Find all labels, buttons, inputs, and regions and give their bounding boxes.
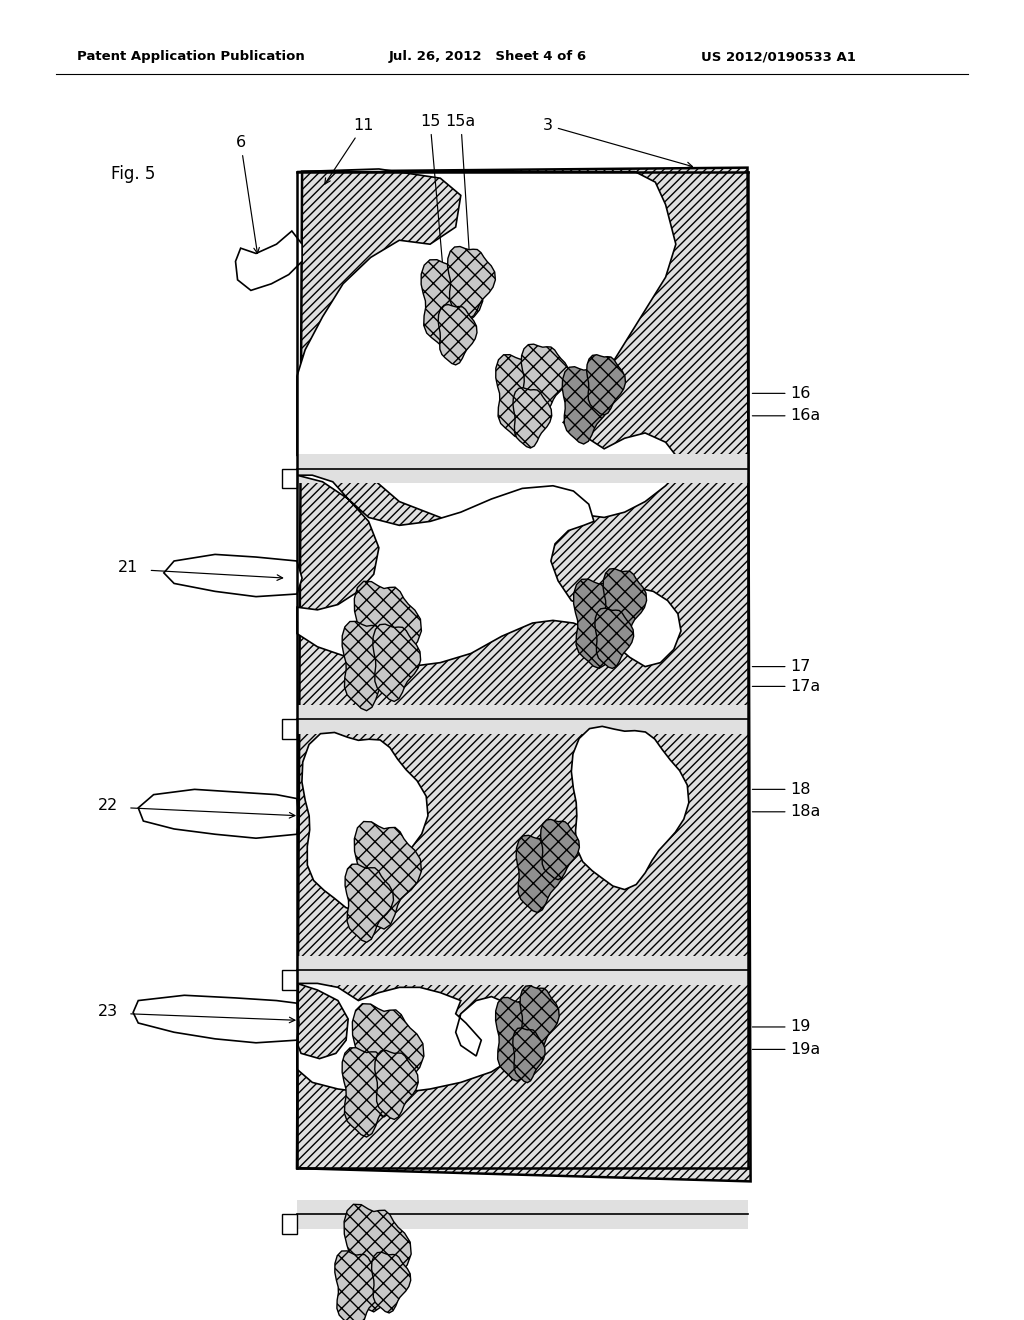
Polygon shape xyxy=(421,260,482,348)
Polygon shape xyxy=(297,168,751,1181)
Polygon shape xyxy=(513,1028,545,1082)
Text: 23: 23 xyxy=(97,1003,118,1019)
Polygon shape xyxy=(375,1051,418,1119)
Polygon shape xyxy=(595,609,634,668)
Polygon shape xyxy=(297,983,522,1093)
Polygon shape xyxy=(587,355,626,414)
Polygon shape xyxy=(354,821,422,929)
Text: US 2012/0190533 A1: US 2012/0190533 A1 xyxy=(701,50,856,63)
Text: 3: 3 xyxy=(543,117,692,168)
Polygon shape xyxy=(516,836,564,912)
Polygon shape xyxy=(297,705,748,734)
Polygon shape xyxy=(282,469,297,488)
Polygon shape xyxy=(352,1003,424,1117)
Polygon shape xyxy=(438,305,477,364)
Polygon shape xyxy=(496,355,551,438)
Polygon shape xyxy=(342,1048,397,1137)
Text: 18a: 18a xyxy=(753,804,821,820)
Text: 6: 6 xyxy=(236,135,259,253)
Polygon shape xyxy=(520,986,559,1052)
Text: 16: 16 xyxy=(753,385,811,401)
Polygon shape xyxy=(133,995,299,1043)
Polygon shape xyxy=(302,733,428,912)
Polygon shape xyxy=(562,367,610,444)
Polygon shape xyxy=(603,569,646,638)
Polygon shape xyxy=(282,970,297,990)
Text: 19a: 19a xyxy=(753,1041,821,1057)
Polygon shape xyxy=(297,1200,748,1229)
Polygon shape xyxy=(342,622,397,710)
Text: 21: 21 xyxy=(118,560,138,576)
Polygon shape xyxy=(164,554,302,597)
Polygon shape xyxy=(297,475,681,667)
Text: 17: 17 xyxy=(753,659,811,675)
Polygon shape xyxy=(297,956,748,985)
Polygon shape xyxy=(282,1214,297,1234)
Polygon shape xyxy=(496,998,544,1081)
Polygon shape xyxy=(541,820,580,879)
Polygon shape xyxy=(354,581,422,689)
Text: 17a: 17a xyxy=(753,678,821,694)
Text: Fig. 5: Fig. 5 xyxy=(111,165,155,183)
Polygon shape xyxy=(372,1253,411,1313)
Polygon shape xyxy=(513,388,552,447)
Text: 19: 19 xyxy=(753,1019,811,1035)
Polygon shape xyxy=(297,169,676,565)
Polygon shape xyxy=(297,454,748,483)
Text: 22: 22 xyxy=(97,797,118,813)
Text: 16a: 16a xyxy=(753,408,821,424)
Polygon shape xyxy=(521,345,569,413)
Text: 18: 18 xyxy=(753,781,811,797)
Polygon shape xyxy=(344,1204,412,1312)
Text: 15: 15 xyxy=(420,114,447,293)
Text: Jul. 26, 2012   Sheet 4 of 6: Jul. 26, 2012 Sheet 4 of 6 xyxy=(389,50,587,63)
Polygon shape xyxy=(373,624,421,701)
Polygon shape xyxy=(138,789,299,838)
Text: 11: 11 xyxy=(325,117,374,183)
Polygon shape xyxy=(236,231,302,290)
Polygon shape xyxy=(282,719,297,739)
Polygon shape xyxy=(335,1251,383,1320)
Text: 15a: 15a xyxy=(445,114,476,276)
Text: Patent Application Publication: Patent Application Publication xyxy=(77,50,304,63)
Polygon shape xyxy=(345,865,393,942)
Polygon shape xyxy=(571,726,689,890)
Polygon shape xyxy=(573,579,631,668)
Polygon shape xyxy=(447,247,496,318)
